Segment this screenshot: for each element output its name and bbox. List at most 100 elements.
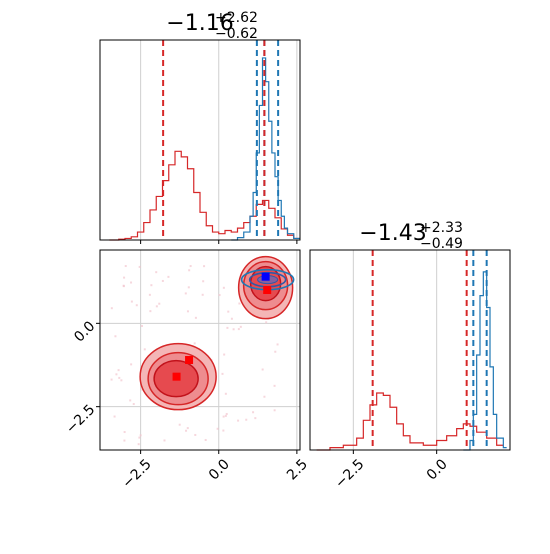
scatter-point xyxy=(237,328,240,331)
scatter-point xyxy=(239,325,242,328)
scatter-point xyxy=(130,281,133,284)
scatter-point xyxy=(227,310,230,313)
scatter-point xyxy=(222,286,225,289)
scatter-point xyxy=(167,275,170,278)
panel-frame xyxy=(99,39,301,241)
scatter-point xyxy=(130,363,133,366)
scatter-point xyxy=(155,271,158,274)
scatter-point xyxy=(163,439,166,442)
scatter-point xyxy=(137,443,140,446)
scatter-point xyxy=(188,269,191,272)
panel-frame xyxy=(99,249,301,451)
scatter-point xyxy=(226,326,229,329)
scatter-point xyxy=(140,324,143,327)
scatter-point xyxy=(129,399,132,402)
scatter-point xyxy=(237,419,240,422)
marker-red xyxy=(263,286,272,294)
scatter-point xyxy=(273,384,276,387)
x-tick-label: −2.5 xyxy=(119,456,154,491)
scatter-point xyxy=(225,412,228,415)
scatter-point xyxy=(148,293,151,296)
scatter-point xyxy=(232,328,235,331)
scatter-point xyxy=(186,427,189,430)
histogram-param-1 xyxy=(99,39,301,244)
scatter-point xyxy=(273,409,276,412)
scatter-point xyxy=(118,376,121,379)
scatter-point xyxy=(274,350,277,353)
scatter-point xyxy=(252,411,255,414)
scatter-point xyxy=(110,307,113,310)
scatter-point xyxy=(265,321,268,324)
scatter-point xyxy=(178,423,181,426)
scatter-point xyxy=(245,418,248,421)
scatter-point xyxy=(132,403,135,406)
histogram-param-2: −2.5 0.0 xyxy=(309,249,511,492)
scatter-point xyxy=(149,310,152,313)
scatter-point xyxy=(130,300,133,303)
scatter-point xyxy=(201,293,204,296)
scatter-point xyxy=(123,439,126,442)
title-2-sub: −0.49 xyxy=(420,236,463,252)
scatter-point xyxy=(224,392,227,395)
scatter-point xyxy=(123,431,126,434)
scatter-point xyxy=(120,379,123,382)
panel-frame xyxy=(309,249,511,451)
scatter-point xyxy=(230,317,233,320)
title-2: −1.43 xyxy=(359,221,426,246)
scatter-point xyxy=(123,276,126,279)
scatter-point xyxy=(114,335,117,338)
scatter-point xyxy=(193,342,196,345)
scatter-point xyxy=(122,284,125,287)
scatter-point xyxy=(204,438,207,441)
scatter-point xyxy=(143,348,146,351)
scatter-point xyxy=(218,294,221,297)
scatter-point xyxy=(223,353,226,356)
marker-blue xyxy=(261,272,270,281)
histogram-blue-series xyxy=(231,57,300,241)
scatter-point xyxy=(135,304,138,307)
scatter-point xyxy=(187,286,190,289)
scatter-point xyxy=(221,372,224,375)
y-tick-label: −2.5 xyxy=(63,402,98,437)
scatter-point xyxy=(155,305,158,308)
title-1: −1.16 xyxy=(166,11,233,36)
scatter-point xyxy=(194,316,197,319)
scatter-point xyxy=(254,417,257,420)
title-1-sub: −0.62 xyxy=(215,26,258,42)
x-tick-label: 2.5 xyxy=(284,456,311,483)
scatter-point xyxy=(216,427,219,430)
scatter-point xyxy=(186,310,189,313)
scatter-point xyxy=(124,265,127,268)
scatter-point xyxy=(222,429,225,432)
scatter-point xyxy=(224,414,227,417)
scatter-point xyxy=(202,280,205,283)
scatter-point xyxy=(161,279,164,282)
x-tick-label: 0.0 xyxy=(206,456,233,483)
histogram-red-series xyxy=(109,150,300,241)
scatter-point xyxy=(194,433,197,436)
x-tick-label: −2.5 xyxy=(332,456,367,491)
scatter-point xyxy=(117,369,120,372)
joint-scatter-panel: −2.5 0.0 2.5 0.0 −2.5 xyxy=(63,249,311,492)
scatter-point xyxy=(115,373,118,376)
x-tick-label: 0.0 xyxy=(424,456,451,483)
marker-red xyxy=(185,356,194,364)
scatter-point xyxy=(263,395,266,398)
marker-red xyxy=(172,372,181,381)
y-tick-label: 0.0 xyxy=(71,318,98,345)
scatter-point xyxy=(189,265,192,268)
scatter-point xyxy=(276,343,279,346)
histogram-blue-series xyxy=(463,271,507,451)
scatter-point xyxy=(150,284,153,287)
histogram-red-series xyxy=(316,392,504,451)
scatter-point xyxy=(184,292,187,295)
scatter-point xyxy=(203,265,206,268)
scatter-point xyxy=(138,436,141,439)
title-1-sup: +2.62 xyxy=(215,10,258,26)
scatter-point xyxy=(238,302,241,305)
scatter-point xyxy=(222,415,225,418)
scatter-point xyxy=(113,415,116,418)
scatter-point xyxy=(261,368,264,371)
scatter-point xyxy=(110,378,113,381)
